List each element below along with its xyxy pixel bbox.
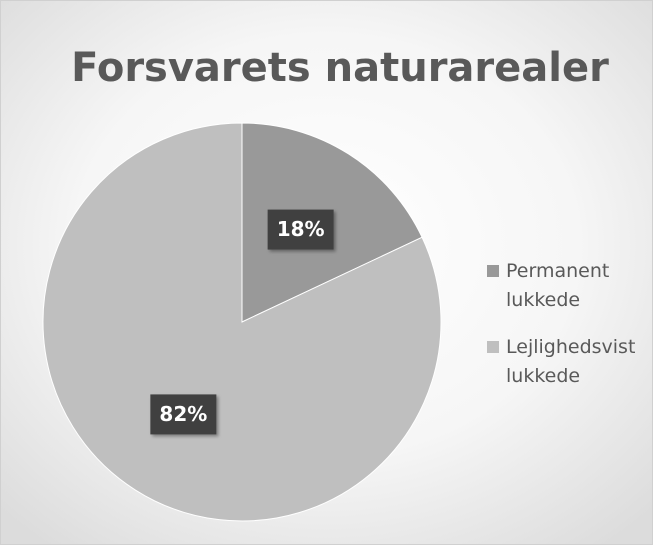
legend-label: Permanent lukkede (506, 260, 609, 311)
legend-label: Lejlighedsvist lukkede (506, 336, 635, 387)
data-label: 82% (159, 402, 207, 426)
legend-swatch (487, 341, 499, 353)
chart-title: Forsvarets naturarealer (71, 45, 609, 91)
pie: 18% 82% (42, 122, 442, 522)
data-label-box (150, 394, 217, 435)
pie-slice (42, 122, 442, 522)
data-label: 18% (277, 217, 325, 241)
legend-swatch (487, 265, 499, 277)
data-label-box (267, 209, 334, 250)
legend: Permanent lukkede Lejlighedsvist lukkede (487, 260, 635, 387)
